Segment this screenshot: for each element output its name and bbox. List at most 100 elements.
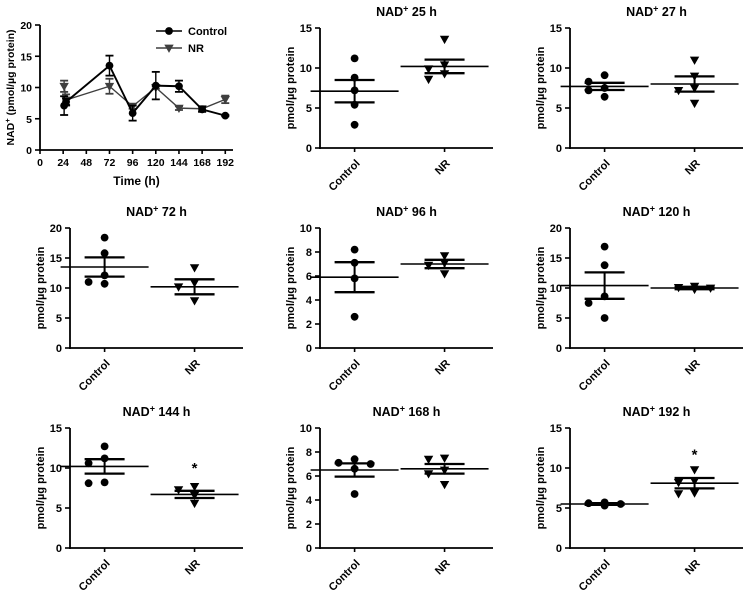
data-point: [689, 84, 700, 93]
data-point: [584, 299, 593, 307]
x-tick-label: 48: [80, 157, 92, 169]
category-label: NR: [183, 558, 203, 578]
data-point: [439, 252, 450, 261]
significance-star: *: [692, 446, 698, 463]
y-axis-label: pmol/µg protein: [535, 246, 547, 329]
category-label: NR: [433, 358, 453, 378]
y-tick-label: 0: [556, 143, 562, 155]
data-point: [350, 245, 359, 254]
data-point: [221, 111, 230, 120]
group-nr: [400, 252, 489, 279]
y-tick-label: 0: [306, 143, 312, 155]
x-tick-label: 144: [170, 157, 188, 169]
y-tick-label: 10: [300, 63, 312, 75]
data-point: [439, 259, 450, 268]
x-tick-label: 72: [104, 157, 116, 169]
panel-title: NAD+ 96 h: [376, 203, 437, 219]
chart-svg-nad-25h: NAD+ 25 h pmol/µg protein 0 5 10 15 Control NR: [285, 3, 493, 194]
panel-title: NAD+ 120 h: [623, 203, 691, 219]
x-tick-label: 0: [37, 157, 43, 169]
series-control: [60, 54, 230, 122]
data-point: [104, 82, 115, 92]
chart-svg-nad-192h: NAD+ 192 h pmol/µg protein 0 5 10 15 Control NR…: [535, 403, 743, 594]
panel-title: NAD+ 192 h: [623, 403, 691, 419]
category-label: Control: [327, 558, 363, 594]
data-point: [189, 279, 200, 288]
y-tick-label: 0: [56, 543, 62, 555]
data-point: [439, 61, 450, 70]
category-label: NR: [433, 558, 453, 578]
panel-nad-72h: NAD+ 72 h pmol/µg protein 0 5 10 15 20 Control N…: [0, 200, 250, 400]
data-point: [584, 77, 593, 86]
group-control: [310, 54, 399, 129]
chart-svg-nad-27h: NAD+ 27 h pmol/µg protein 0 5 10 15 Control NR: [535, 3, 743, 194]
data-point: [616, 500, 625, 508]
data-point: [350, 120, 359, 129]
data-point: [673, 284, 684, 293]
data-point: [689, 477, 700, 486]
data-point: [100, 442, 109, 451]
legend-item-control: Control: [156, 26, 227, 38]
data-point: [84, 479, 93, 488]
chart-svg-timecourse: NAD+ (pmol/µg protein) 0 5 10 15 20 0 24 48 72 96 1…: [3, 20, 234, 188]
category-label: NR: [683, 158, 703, 178]
data-point: [600, 314, 609, 322]
data-point: [173, 486, 184, 495]
data-point: [423, 455, 434, 465]
y-tick-label: 20: [20, 20, 32, 32]
category-label: Control: [577, 358, 613, 394]
legend-item-nr: NR: [156, 43, 204, 55]
data-point: [423, 75, 434, 85]
data-point: [105, 61, 114, 70]
category-label: Control: [577, 158, 613, 194]
panel-title: NAD+ 144 h: [123, 403, 191, 419]
data-point: [350, 86, 359, 95]
y-tick-label: 15: [50, 253, 62, 265]
data-point: [175, 82, 183, 91]
data-point: [600, 92, 609, 101]
panel-nad-25h: NAD+ 25 h pmol/µg protein 0 5 10 15 Control NR: [250, 0, 500, 200]
y-axis-label: pmol/µg protein: [535, 446, 547, 529]
group-control: [560, 498, 649, 510]
y-tick-label: 6: [306, 471, 312, 483]
data-point: [689, 466, 700, 475]
y-tick-label: 4: [306, 495, 313, 507]
y-tick-label: 0: [56, 343, 62, 355]
category-label: NR: [683, 558, 703, 578]
data-point: [189, 499, 200, 509]
y-tick-label: 0: [556, 543, 562, 555]
data-point: [423, 65, 434, 74]
panel-title: NAD+ 27 h: [626, 3, 687, 19]
group-nr: [400, 35, 489, 85]
group-nr: [650, 466, 739, 499]
chart-svg-nad-72h: NAD+ 72 h pmol/µg protein 0 5 10 15 20 Control N…: [35, 203, 243, 394]
y-tick-label: 5: [556, 103, 562, 115]
data-point: [100, 478, 109, 487]
data-point: [600, 261, 609, 270]
data-point: [439, 35, 450, 45]
chart-svg-nad-144h: NAD+ 144 h pmol/µg protein 0 5 10 15 Control NR…: [35, 403, 243, 594]
group-control: [560, 242, 649, 322]
y-tick-label: 0: [306, 343, 312, 355]
group-nr: [650, 282, 739, 295]
data-point: [366, 460, 375, 468]
data-point: [198, 105, 207, 114]
panel-nad-144h: NAD+ 144 h pmol/µg protein 0 5 10 15 Control NR…: [0, 400, 250, 605]
y-tick-label: 10: [550, 283, 562, 295]
data-point: [439, 454, 450, 463]
panel-title: NAD+ 168 h: [373, 403, 441, 419]
y-tick-label: 5: [56, 313, 62, 325]
data-point: [84, 278, 93, 286]
panel-nad-192h: NAD+ 192 h pmol/µg protein 0 5 10 15 Control NR…: [500, 400, 750, 605]
y-axis-label: pmol/µg protein: [285, 446, 297, 529]
data-point: [62, 97, 70, 106]
data-point: [189, 491, 200, 501]
data-point: [174, 104, 184, 114]
y-tick-label: 2: [306, 319, 312, 331]
x-tick-label: 168: [193, 157, 211, 169]
panel-nad-96h: NAD+ 96 h pmol/µg protein 0 2 4 6 8 10 Control NR: [250, 200, 500, 400]
group-control: [310, 455, 399, 498]
data-point: [350, 464, 359, 473]
y-tick-label: 15: [550, 253, 562, 265]
